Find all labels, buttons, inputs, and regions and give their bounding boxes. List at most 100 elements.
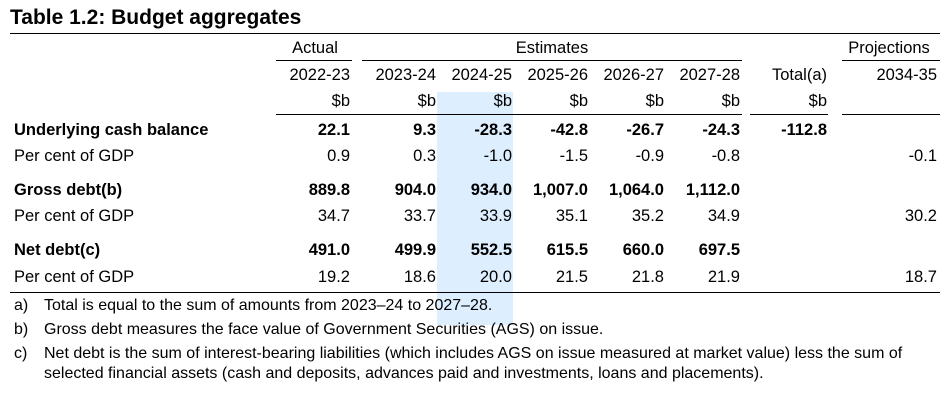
row-label: Per cent of GDP <box>14 207 135 225</box>
value-cell: 35.1 <box>555 207 588 225</box>
value-cell: 35.2 <box>631 207 664 225</box>
note-letter: a) <box>14 297 29 314</box>
note-text: Gross debt measures the face value of Go… <box>44 321 604 338</box>
value-cell: 33.7 <box>403 207 436 225</box>
underline-projections <box>842 60 940 61</box>
value-cell: 615.5 <box>546 241 588 259</box>
row-label: Net debt(c) <box>14 241 101 259</box>
value-cell: -0.9 <box>635 147 664 165</box>
years-row: 2022-23 2023-24 2024-25 2025-26 2026-27 … <box>0 63 945 87</box>
table-row: Underlying cash balance 22.1 9.3 -28.3 -… <box>0 118 945 142</box>
units-underline-total <box>750 114 828 115</box>
table-title: Table 1.2: Budget aggregates <box>10 6 302 29</box>
value-cell: 697.5 <box>698 241 740 259</box>
value-cell: 21.8 <box>631 268 664 286</box>
value-cell: 30.2 <box>904 207 937 225</box>
table-notes: a) Total is equal to the sum of amounts … <box>14 296 934 388</box>
value-cell <box>840 238 937 262</box>
value-cell: 34.9 <box>707 207 740 225</box>
value-cell: 552.5 <box>470 241 512 259</box>
value-cell: 499.9 <box>394 241 436 259</box>
value-cell: 9.3 <box>413 121 436 139</box>
unit-label: $b <box>645 92 664 110</box>
value-cell <box>747 204 827 228</box>
value-cell <box>747 144 827 168</box>
value-cell: -1.0 <box>483 147 512 165</box>
value-cell: 18.6 <box>403 268 436 286</box>
value-cell: 0.9 <box>327 147 350 165</box>
value-cell: -0.1 <box>908 147 937 165</box>
value-cell: 21.5 <box>555 268 588 286</box>
value-cell: 34.7 <box>317 207 350 225</box>
value-cell: -28.3 <box>474 121 512 139</box>
top-rule <box>10 33 940 34</box>
year-header: 2025-26 <box>527 66 588 84</box>
unit-label: $b <box>808 92 827 110</box>
underline-actual <box>276 60 352 61</box>
value-cell: 22.1 <box>317 121 350 139</box>
unit-label: $b <box>569 92 588 110</box>
value-cell: 19.2 <box>317 268 350 286</box>
year-header: 2027-28 <box>679 66 740 84</box>
value-cell: 1,064.0 <box>608 181 664 199</box>
group-estimates: Estimates <box>515 39 589 57</box>
budget-table: Actual Estimates Projections 2022-23 202… <box>0 34 945 325</box>
value-cell: -26.7 <box>626 121 664 139</box>
value-cell <box>840 118 937 142</box>
bottom-rule <box>10 292 940 293</box>
table-row: Net debt(c) 491.0 499.9 552.5 615.5 660.… <box>0 238 945 262</box>
row-label: Underlying cash balance <box>14 121 209 139</box>
note-letter: b) <box>14 321 29 338</box>
units-underline-main <box>276 114 742 115</box>
unit-label: $b <box>331 92 350 110</box>
value-cell: 660.0 <box>622 241 664 259</box>
total-header: Total(a) <box>771 66 827 84</box>
year-header: 2024-25 <box>451 66 512 84</box>
value-cell <box>747 265 827 289</box>
value-cell: 491.0 <box>308 241 350 259</box>
units-underline-projections <box>842 114 940 115</box>
note-letter: c) <box>14 345 28 362</box>
table-row: Per cent of GDP 34.7 33.7 33.9 35.1 35.2… <box>0 204 945 228</box>
value-cell: 889.8 <box>308 181 350 199</box>
group-actual: Actual <box>292 39 338 57</box>
units-row: $b $b $b $b $b $b $b <box>0 89 945 113</box>
value-cell: -24.3 <box>702 121 740 139</box>
unit-label: $b <box>417 92 436 110</box>
unit-label: $b <box>493 92 512 110</box>
group-projections: Projections <box>848 39 930 57</box>
note-text: Net debt is the sum of interest-bearing … <box>44 345 903 382</box>
column-highlight-2024-25 <box>437 92 513 325</box>
value-cell: 0.3 <box>413 147 436 165</box>
table-row: Per cent of GDP 19.2 18.6 20.0 21.5 21.8… <box>0 265 945 289</box>
value-cell: 21.9 <box>707 268 740 286</box>
year-header: 2026-27 <box>603 66 664 84</box>
table-row: Gross debt(b) 889.8 904.0 934.0 1,007.0 … <box>0 178 945 202</box>
value-cell <box>747 238 827 262</box>
value-cell: -1.5 <box>559 147 588 165</box>
value-cell <box>840 178 937 202</box>
value-cell: 934.0 <box>470 181 512 199</box>
value-cell: 904.0 <box>394 181 436 199</box>
note-text: Total is equal to the sum of amounts fro… <box>44 297 493 314</box>
table-row: Per cent of GDP 0.9 0.3 -1.0 -1.5 -0.9 -… <box>0 144 945 168</box>
value-cell: -0.8 <box>711 147 740 165</box>
group-header-row: Actual Estimates Projections <box>0 36 945 60</box>
underline-estimates <box>362 60 742 61</box>
row-label: Per cent of GDP <box>14 268 135 286</box>
value-cell: 18.7 <box>904 268 937 286</box>
value-cell: 1,112.0 <box>685 181 740 199</box>
value-cell: -42.8 <box>550 121 588 139</box>
value-cell: 1,007.0 <box>532 181 588 199</box>
year-header: 2022-23 <box>289 66 350 84</box>
note-a: a) Total is equal to the sum of amounts … <box>14 296 934 316</box>
value-cell <box>747 178 827 202</box>
row-label: Gross debt(b) <box>14 181 123 199</box>
value-cell: 20.0 <box>479 268 512 286</box>
note-c: c) Net debt is the sum of interest-beari… <box>14 344 934 384</box>
year-header: 2023-24 <box>375 66 436 84</box>
value-cell: 33.9 <box>479 207 512 225</box>
unit-label: $b <box>721 92 740 110</box>
note-b: b) Gross debt measures the face value of… <box>14 320 934 340</box>
value-cell: -112.8 <box>781 121 827 139</box>
